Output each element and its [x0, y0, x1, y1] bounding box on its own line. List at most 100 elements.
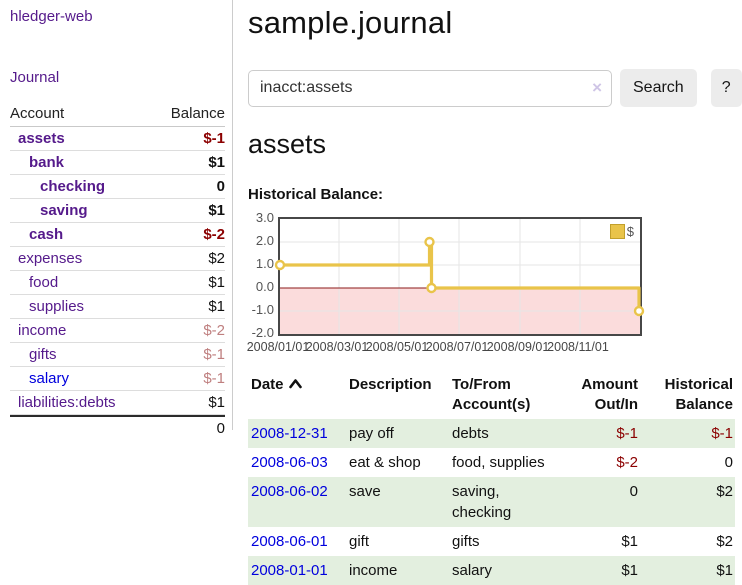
historical-balance-chart: 3.0 2.0 1.0 0.0 -1.0 -2.0 $ 2008/01/01 2008/03… [246, 210, 668, 354]
chart-title: Historical Balance: [248, 186, 384, 203]
sidebar-item-journal[interactable]: Journal [10, 69, 60, 86]
account-balance: $1 [208, 154, 225, 171]
register-header-date[interactable]: Date [248, 373, 346, 419]
data-point-marker [424, 236, 435, 248]
transaction-date-link[interactable]: 2008-06-02 [251, 483, 328, 500]
accounts-header-account: Account [10, 105, 65, 122]
transaction-description: gift [349, 533, 370, 550]
transaction-date-link[interactable]: 2008-06-03 [251, 454, 328, 471]
transaction-description: pay off [349, 425, 394, 442]
chart-plot-area: $ [274, 217, 645, 336]
y-axis-tick-label: 2.0 [255, 233, 274, 248]
transaction-description: eat & shop [349, 454, 421, 471]
transaction-description: income [349, 562, 398, 579]
transaction-amount: $-2 [616, 454, 638, 471]
account-link-cash[interactable]: cash [29, 226, 64, 243]
transaction-amount: 0 [629, 483, 638, 500]
transaction-amount: $1 [621, 533, 638, 550]
x-axis-tick-label: 2008/05/01 [365, 340, 429, 354]
account-balance: $1 [208, 274, 225, 291]
account-balance: $-2 [203, 226, 225, 243]
table-row: 2008-06-03 eat & shop food, supplies $-2 0 [248, 448, 735, 477]
account-balance: $2 [208, 250, 225, 267]
account-balance: $-1 [203, 370, 225, 387]
account-row: saving $1 [10, 199, 225, 223]
table-row: 2008-06-02 save saving, checking 0 $2 [248, 477, 735, 527]
transaction-amount: $-1 [616, 425, 638, 442]
y-axis-tick-label: 0.0 [255, 279, 274, 294]
y-axis-tick-label: 1.0 [255, 256, 274, 271]
x-axis-tick-label: 2008/01/01 [246, 340, 310, 354]
main-content: sample.journal × Search ? assets Histori… [246, 0, 742, 585]
accounts-total: 0 [10, 415, 225, 440]
accounts-header-balance: Balance [170, 105, 225, 122]
table-row: 2008-12-31 pay off debts $-1 $-1 [248, 419, 735, 448]
transaction-description: save [349, 483, 381, 500]
transaction-accounts: salary [452, 562, 493, 579]
account-link-salary[interactable]: salary [29, 370, 70, 387]
search-button[interactable]: Search [620, 69, 697, 107]
table-row: 2008-01-01 income salary $1 $1 [248, 556, 735, 585]
account-link-food[interactable]: food [29, 274, 59, 291]
transaction-balance: $-1 [711, 425, 733, 442]
account-link-expenses[interactable]: expenses [18, 250, 83, 267]
account-link-saving[interactable]: saving [40, 202, 88, 219]
account-balance: $-1 [203, 130, 225, 147]
account-heading: assets [248, 129, 327, 159]
search-input[interactable] [248, 69, 612, 107]
y-axis-tick-label: 3.0 [255, 210, 274, 225]
account-link-assets[interactable]: assets [18, 130, 65, 147]
account-link-income[interactable]: income [18, 322, 67, 339]
help-button[interactable]: ? [710, 69, 742, 107]
account-row: liabilities:debts $1 [10, 391, 225, 415]
account-balance: 0 [216, 178, 225, 195]
account-row: supplies $1 [10, 295, 225, 319]
sidebar: hledger-web Journal Account Balance asse… [0, 0, 233, 437]
transaction-accounts: debts [452, 425, 489, 442]
account-row: cash $-2 [10, 223, 225, 247]
account-link-bank[interactable]: bank [29, 154, 65, 171]
account-link-supplies[interactable]: supplies [29, 298, 85, 315]
legend-swatch-icon [609, 224, 625, 239]
register-table: Date Description To/From Account(s) Amou… [248, 373, 735, 585]
legend-label: $ [626, 224, 634, 239]
register-header-row: Date Description To/From Account(s) Amou… [248, 373, 735, 419]
account-row: expenses $2 [10, 247, 225, 271]
y-axis-tick-label: -2.0 [251, 325, 274, 340]
transaction-balance: 0 [724, 454, 733, 471]
account-row: food $1 [10, 271, 225, 295]
chart-legend: $ [609, 224, 634, 239]
account-row: gifts $-1 [10, 343, 225, 367]
transaction-date-link[interactable]: 2008-12-31 [251, 425, 328, 442]
account-row: bank $1 [10, 151, 225, 175]
account-link-gifts[interactable]: gifts [29, 346, 57, 363]
clear-search-icon[interactable]: × [592, 77, 602, 97]
transaction-accounts: gifts [452, 533, 480, 550]
register-header-accounts: To/From Account(s) [452, 376, 531, 413]
accounts-table: Account Balance assets $-1 bank $1 checking 0… [10, 102, 225, 440]
account-link-liabilities-debts[interactable]: liabilities:debts [18, 394, 116, 411]
x-axis-tick-label: 2008/09/01 [486, 340, 550, 354]
account-balance: $1 [208, 202, 225, 219]
data-point-marker [426, 282, 437, 294]
transaction-date-link[interactable]: 2008-01-01 [251, 562, 328, 579]
transaction-amount: $1 [621, 562, 638, 579]
account-balance: $1 [208, 394, 225, 411]
transaction-balance: $2 [716, 533, 733, 550]
app-brand-link[interactable]: hledger-web [10, 8, 93, 25]
transaction-accounts: food, supplies [452, 454, 545, 471]
sort-ascending-icon [288, 375, 302, 395]
table-row: 2008-06-01 gift gifts $1 $2 [248, 527, 735, 556]
x-axis-tick-label: 2008/07/01 [425, 340, 489, 354]
y-axis-tick-label: -1.0 [251, 302, 274, 317]
accounts-table-header: Account Balance [10, 102, 225, 127]
x-axis-tick-label: 2008/11/01 [547, 340, 609, 354]
register-header-balance: Historical Balance [664, 376, 733, 413]
account-row: checking 0 [10, 175, 225, 199]
account-row: salary $-1 [10, 367, 225, 391]
transaction-date-link[interactable]: 2008-06-01 [251, 533, 328, 550]
register-header-amount: Amount Out/In [581, 376, 638, 413]
data-point-marker [274, 259, 286, 271]
account-link-checking[interactable]: checking [40, 178, 106, 195]
x-axis-tick-label: 2008/03/01 [305, 340, 369, 354]
